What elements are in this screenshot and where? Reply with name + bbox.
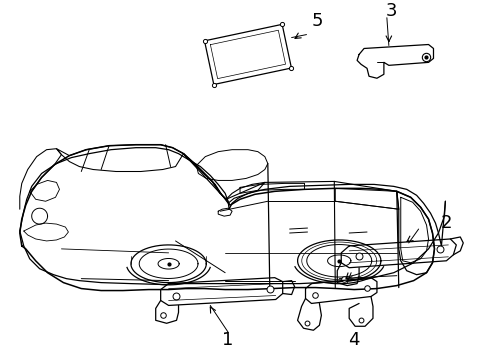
Text: 5: 5 xyxy=(311,12,323,30)
Text: 3: 3 xyxy=(386,2,397,20)
Text: 2: 2 xyxy=(440,214,451,232)
Text: 1: 1 xyxy=(222,331,233,349)
Text: 4: 4 xyxy=(347,331,359,349)
